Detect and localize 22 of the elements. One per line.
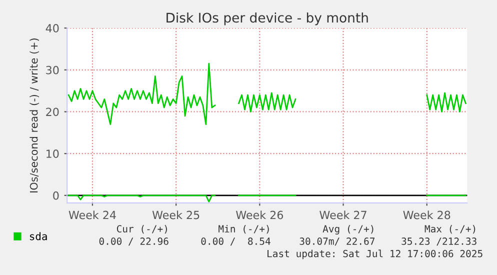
x-tick-label: Week 28 [403, 210, 450, 220]
y-tick-label: 0 [53, 191, 59, 200]
text: 30.07m/ 22.67 [300, 238, 375, 246]
text: 0.00 / 8.54 [201, 238, 270, 246]
y-tick-label: 40 [46, 24, 59, 32]
y-axis-title: IOs/second read (-) / write (+) [30, 38, 39, 192]
text: Cur (-/+) [116, 225, 167, 234]
y-tick-label: 30 [46, 66, 59, 74]
x-tick-label: Week 27 [320, 210, 366, 220]
text: Max (-/+) [424, 225, 476, 234]
text: Last update: Sat Jul 12 17:00:06 2025 [268, 250, 482, 260]
x-tick-label: Week 25 [152, 210, 200, 220]
x-tick-label: Week 26 [236, 210, 284, 220]
chart-title: Disk IOs per device - by month [166, 12, 368, 26]
text: 0.00 / 22.96 [99, 238, 168, 246]
text: Avg (-/+) [322, 225, 374, 234]
text: Min (-/+) [218, 224, 269, 234]
legend-label: sda [30, 232, 47, 240]
text: 35.23 /212.33 [402, 238, 476, 246]
y-tick-label: 10 [46, 150, 59, 158]
y-tick-label: 20 [46, 108, 59, 116]
x-tick-label: Week 24 [68, 210, 116, 220]
